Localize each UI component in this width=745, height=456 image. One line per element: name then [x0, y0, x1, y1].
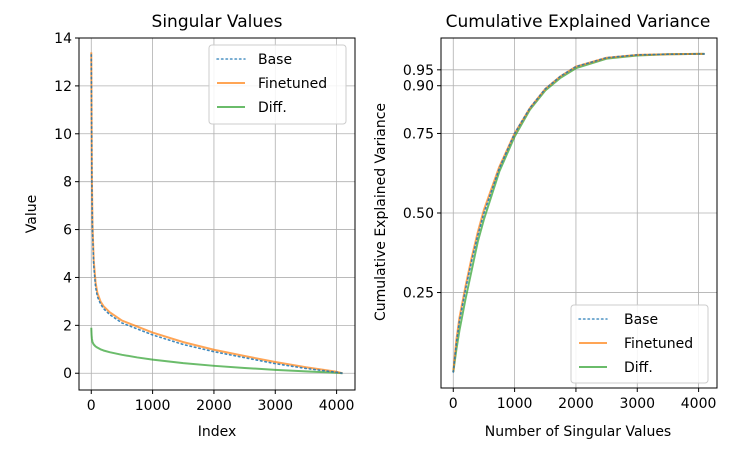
series-lines [452, 52, 706, 373]
panel-singular-values: Singular Values 0 1000 2000 3000 4000 0 2 4 6 8 1… [24, 12, 356, 440]
legend-label-finetuned: Finetuned [624, 336, 693, 352]
y-tick-label: 6 [63, 223, 72, 239]
panel-title: Singular Values [152, 12, 283, 32]
y-tick-label: 0.50 [403, 206, 434, 222]
y-tick-label: 10 [54, 127, 72, 143]
series-lines [90, 52, 344, 375]
legend-box [208, 44, 347, 125]
legend-label-diff: Diff. [624, 360, 653, 376]
y-tick-label: 0.95 [403, 63, 434, 79]
y-tick-label: 4 [63, 270, 72, 286]
y-tick-label: 0 [63, 366, 72, 382]
y-tick-label: 2 [63, 318, 72, 334]
x-ticks: 0 1000 2000 3000 4000 [87, 390, 355, 414]
legend: Base Finetuned Diff. [208, 44, 347, 125]
x-tick-label: 3000 [619, 396, 655, 412]
series-line-base [452, 53, 706, 373]
legend-box [570, 304, 709, 384]
x-tick-label: 4000 [681, 396, 717, 412]
y-axis-label: Cumulative Explained Variance [373, 103, 389, 321]
legend: Base Finetuned Diff. [570, 304, 709, 384]
x-tick-label: 1000 [497, 396, 533, 412]
legend-label-diff: Diff. [258, 100, 287, 116]
x-tick-label: 1000 [135, 398, 171, 414]
grid [441, 38, 717, 388]
plot-frame [78, 37, 356, 391]
x-tick-label: 2000 [558, 396, 594, 412]
x-tick-label: 0 [87, 398, 96, 414]
x-tick-label: 4000 [319, 398, 355, 414]
y-tick-label: 12 [54, 79, 72, 95]
y-tick-label: 0.90 [403, 79, 434, 95]
panel-title: Cumulative Explained Variance [446, 12, 711, 32]
series-line-base [90, 53, 344, 375]
x-tick-label: 2000 [196, 398, 232, 414]
x-axis-label: Number of Singular Values [485, 424, 671, 440]
y-tick-label: 14 [54, 31, 72, 47]
y-axis-label: Value [24, 195, 40, 233]
y-tick-label: 0.75 [403, 126, 434, 142]
x-tick-label: 3000 [257, 398, 293, 414]
y-ticks: 0 2 4 6 8 10 12 14 [54, 31, 79, 382]
y-tick-label: 0.25 [403, 286, 434, 302]
x-ticks: 0 1000 2000 3000 4000 [449, 388, 717, 412]
legend-label-finetuned: Finetuned [258, 76, 327, 92]
legend-label-base: Base [624, 312, 658, 328]
series-line-diff [90, 327, 343, 375]
y-tick-label: 8 [63, 175, 72, 191]
x-tick-label: 0 [449, 396, 458, 412]
panel-cumulative-variance: Cumulative Explained Variance 0 1000 2000 3… [373, 12, 718, 440]
legend-label-base: Base [258, 52, 292, 68]
x-axis-label: Index [198, 424, 237, 440]
y-ticks: 0.25 0.50 0.75 0.900.95 [403, 63, 441, 302]
